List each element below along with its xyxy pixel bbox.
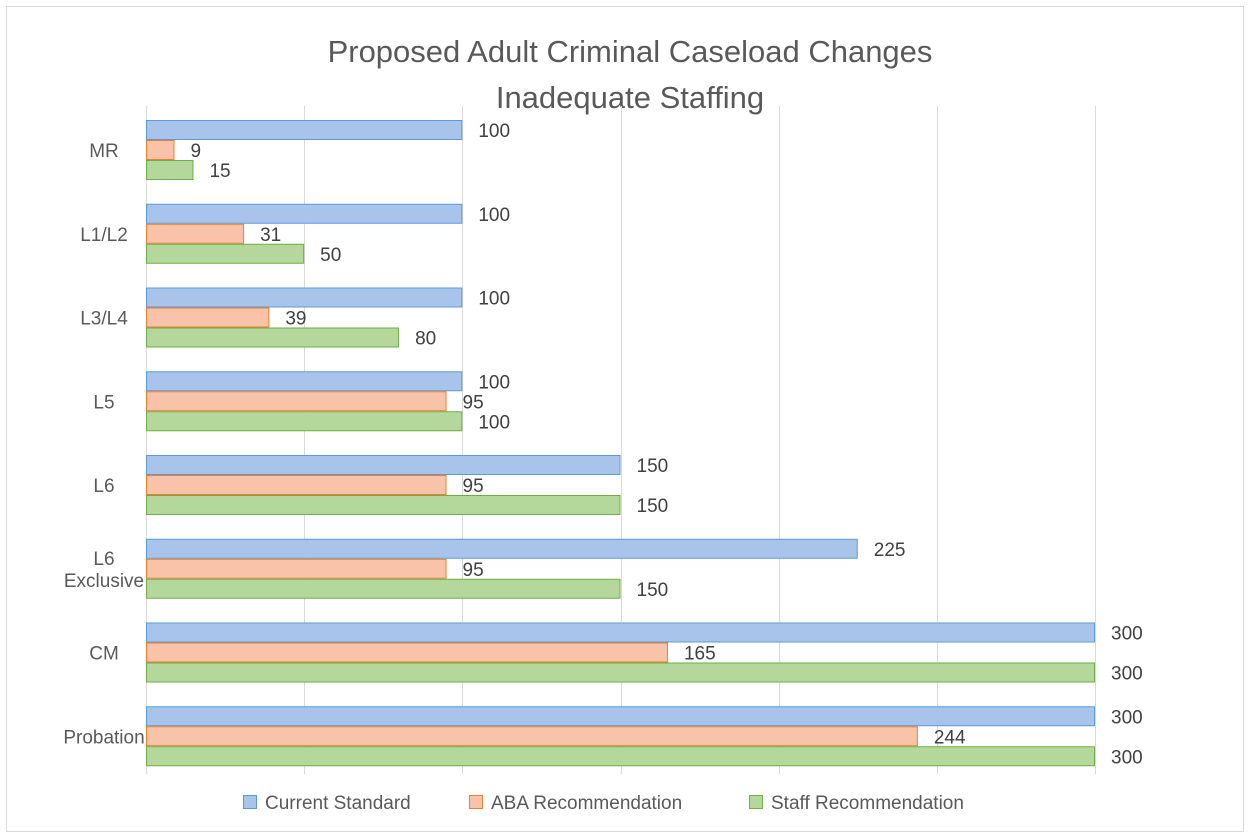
bar: [146, 287, 463, 308]
legend-swatch: [243, 795, 257, 809]
bar: [146, 371, 463, 392]
data-label: 95: [463, 476, 484, 497]
bar: [146, 411, 463, 432]
data-label: 100: [478, 289, 510, 310]
data-label: 225: [874, 540, 906, 561]
data-label: 150: [637, 456, 669, 477]
data-label: 31: [260, 225, 281, 246]
legend-label: ABA Recommendation: [491, 793, 682, 814]
bar: [146, 706, 1095, 727]
bar: [146, 391, 447, 412]
bar: [146, 538, 858, 559]
data-label: 300: [1111, 707, 1143, 728]
data-label: 150: [637, 496, 669, 517]
data-label: 100: [478, 121, 510, 142]
category-label: Probation: [63, 727, 144, 748]
data-label: 150: [637, 580, 669, 601]
data-label: 300: [1111, 747, 1143, 768]
category-label: Exclusive: [64, 571, 144, 592]
bar: [146, 223, 245, 244]
legend-swatch: [469, 795, 483, 809]
category-label: L6: [93, 549, 114, 570]
bar: [146, 455, 621, 475]
category-label: L1/L2: [80, 225, 128, 246]
category-label: L3/L4: [80, 309, 128, 330]
category-label: L6: [93, 476, 114, 497]
bar: [146, 327, 400, 348]
bar: [146, 578, 621, 599]
data-label: 300: [1111, 624, 1143, 645]
legend-label: Staff Recommendation: [771, 793, 964, 814]
data-label: 100: [478, 372, 510, 393]
bar: [146, 642, 668, 663]
category-label: L5: [93, 392, 114, 413]
legend-label: Current Standard: [265, 793, 411, 814]
bar: [146, 160, 194, 180]
bar: [146, 243, 305, 264]
bar: [146, 203, 463, 224]
data-label: 50: [320, 245, 341, 266]
category-label: MR: [89, 141, 119, 162]
data-label: 100: [478, 205, 510, 226]
chart-title: Proposed Adult Criminal Caseload Changes: [328, 34, 933, 69]
data-label: 165: [684, 644, 716, 665]
data-label: 100: [478, 412, 510, 433]
data-label: 95: [463, 560, 484, 581]
data-label: 15: [209, 161, 230, 182]
bar: [146, 120, 463, 140]
bar: [146, 622, 1095, 643]
data-label: 80: [415, 329, 436, 350]
data-label: 39: [285, 309, 306, 330]
bar: [146, 746, 1095, 767]
data-label: 9: [190, 141, 201, 162]
bar: [146, 558, 447, 579]
data-label: 300: [1111, 664, 1143, 685]
category-label: CM: [89, 644, 119, 665]
bar: [146, 495, 621, 515]
bar: [146, 475, 447, 495]
bar: [146, 307, 270, 328]
data-label: 244: [934, 727, 966, 748]
bar: [146, 140, 175, 160]
chart-subtitle: Inadequate Staffing: [496, 80, 764, 115]
legend-swatch: [749, 795, 763, 809]
bar: [146, 726, 918, 747]
bar: [146, 662, 1095, 683]
data-label: 95: [463, 392, 484, 413]
